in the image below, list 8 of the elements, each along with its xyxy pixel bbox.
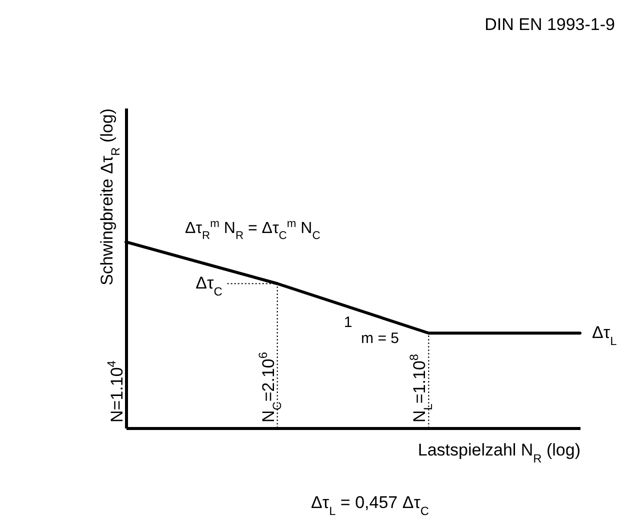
chart-title: DIN EN 1993-1-9 [484,15,615,34]
text: Δτ$_{L}$ = 0,457 Δτ$_{C}$ [310,493,430,518]
series-label: Δτ$_{L}$ [592,323,618,348]
annotation: m = 5 [361,330,399,347]
x-axis-title: Lastspielzahl N$_{R}$ (log) [418,440,580,466]
ref-line-label: Δτ$_{C}$ [196,274,223,299]
text: Δτ$_{R}$$^{m}$ N$_{R}$ = Δτ$_{C}$$^{m}$ N$_{C}$ [185,218,320,242]
annotation: 1 [344,314,352,331]
